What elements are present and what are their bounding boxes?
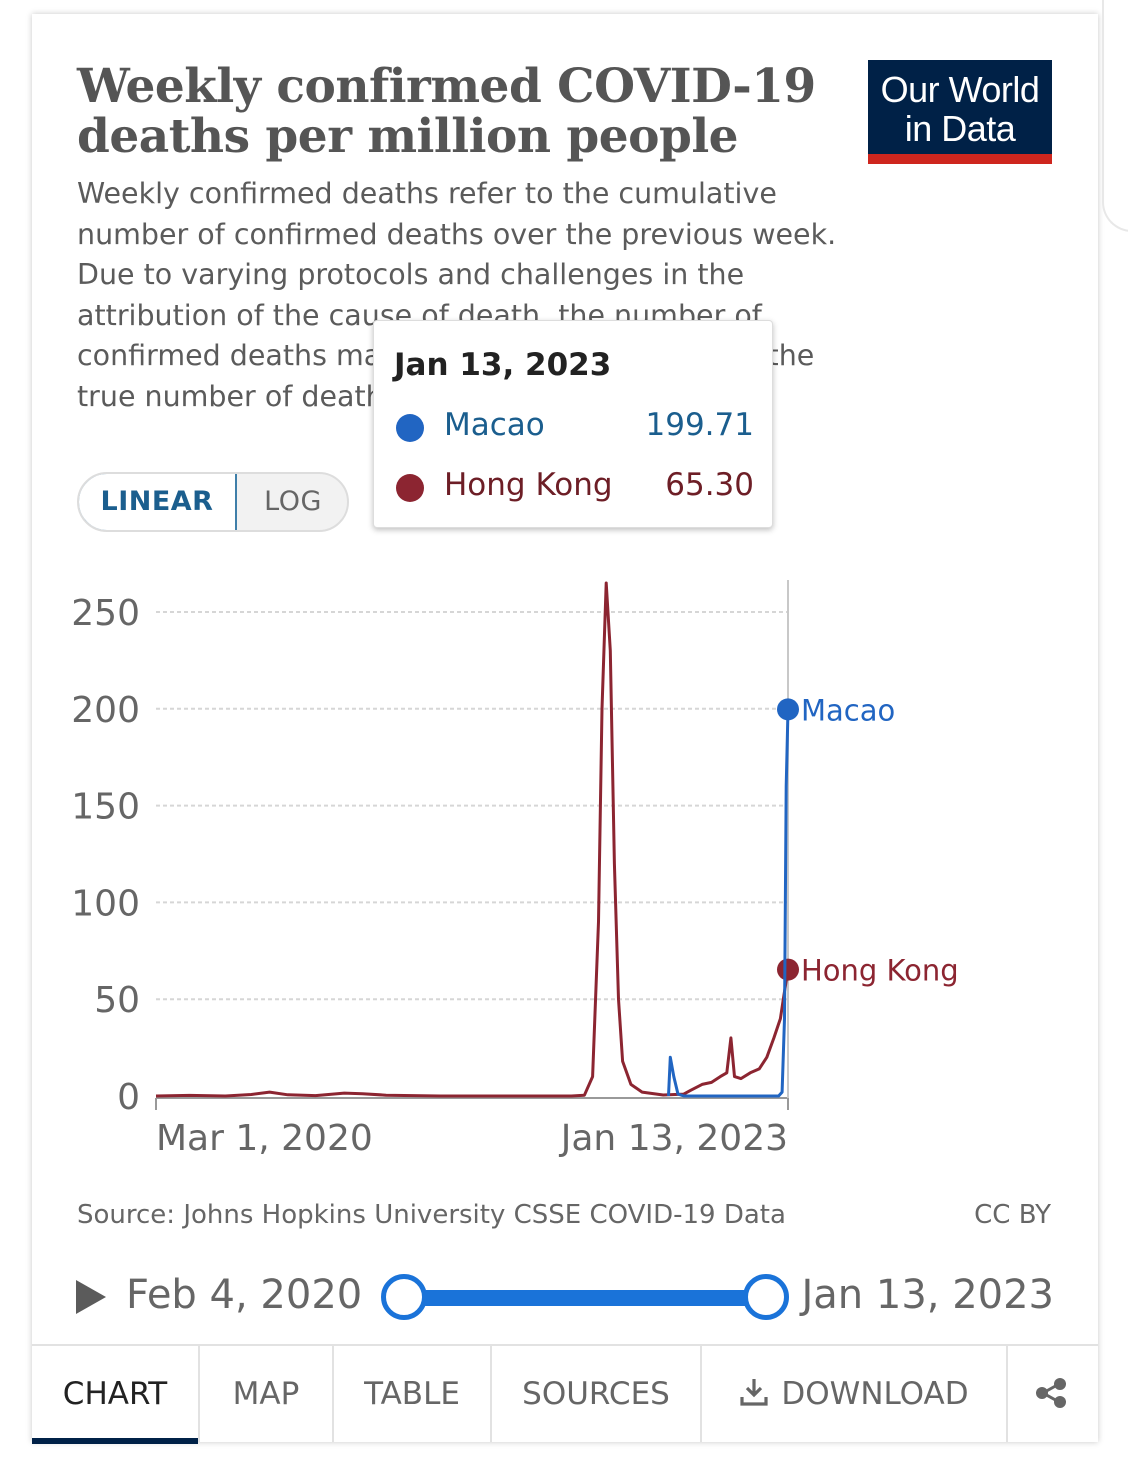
logo-line-1: Our World — [880, 69, 1040, 110]
tooltip-row-macao: Macao 199.71 — [394, 407, 754, 447]
tab-sources[interactable]: SOURCES — [492, 1346, 702, 1442]
tab-map[interactable]: MAP — [200, 1346, 334, 1442]
y-tick-label: 250 — [71, 593, 140, 634]
download-icon — [740, 1379, 768, 1406]
timeline: Feb 4, 2020 Jan 13, 2023 — [0, 1262, 1128, 1332]
macao-end-point — [777, 698, 799, 721]
hover-tooltip: Jan 13, 2023 Macao 199.71 Hong Kong 65.3… — [373, 320, 773, 528]
source-note: Source: Johns Hopkins University CSSE CO… — [77, 1200, 786, 1230]
logo-red-bar — [868, 154, 1052, 164]
series-lines — [155, 581, 799, 1098]
play-icon[interactable] — [76, 1280, 106, 1314]
tab-table[interactable]: TABLE — [334, 1346, 492, 1442]
log-scale-button[interactable]: LOG — [264, 486, 322, 517]
y-tick-label: 50 — [94, 980, 140, 1021]
tooltip-series-name: Hong Kong — [444, 467, 613, 503]
owid-logo[interactable]: Our World in Data — [868, 60, 1052, 164]
tab-download[interactable]: DOWNLOAD — [702, 1346, 1008, 1442]
macao-line — [667, 709, 790, 1098]
x-tick-label: Mar 1, 2020 — [156, 1118, 373, 1159]
timeline-end-date: Jan 13, 2023 — [801, 1272, 1055, 1318]
linear-scale-button[interactable]: LINEAR — [79, 474, 237, 530]
line-chart[interactable]: 0 50 100 150 200 250 Mar 1, 2020 Jan 13, 2023 … — [0, 0, 1128, 1180]
gridlines — [156, 611, 788, 1001]
series-end-labels: Hong Kong Macao — [801, 693, 959, 987]
chart-title: Weekly confirmed COVID-19 deaths per mil… — [77, 59, 816, 164]
hong-kong-end-point — [777, 958, 799, 981]
x-axis: Mar 1, 2020 Jan 13, 2023 — [155, 580, 789, 1159]
license-link[interactable]: CC BY — [974, 1200, 1051, 1230]
hong-kong-color-dot — [396, 474, 424, 502]
tab-chart[interactable]: CHART — [32, 1346, 200, 1444]
macao-color-dot — [396, 414, 424, 442]
bottom-tab-bar: CHART MAP TABLE SOURCES DOWNLOAD — [32, 1344, 1098, 1444]
tab-share[interactable] — [1008, 1346, 1094, 1442]
y-axis-ticks: 0 50 100 150 200 250 — [71, 593, 140, 1118]
hong-kong-end-label: Hong Kong — [801, 954, 959, 988]
timeline-start-date: Feb 4, 2020 — [126, 1272, 363, 1318]
timeline-end-handle[interactable] — [743, 1274, 789, 1320]
y-tick-label: 100 — [71, 883, 140, 924]
download-label: DOWNLOAD — [781, 1376, 969, 1412]
chart-card — [32, 14, 1098, 1442]
tooltip-series-value: 65.30 — [665, 467, 754, 503]
y-tick-label: 200 — [71, 690, 140, 731]
y-tick-label: 0 — [117, 1077, 140, 1118]
hong-kong-line — [155, 581, 790, 1098]
tooltip-date: Jan 13, 2023 — [394, 347, 612, 383]
scale-toggle: LINEAR LOG — [77, 472, 349, 532]
share-icon — [1036, 1378, 1066, 1408]
tooltip-row-hong-kong: Hong Kong 65.30 — [394, 467, 754, 507]
timeline-start-handle[interactable] — [381, 1274, 427, 1320]
y-tick-label: 150 — [71, 787, 140, 828]
x-tick-label: Jan 13, 2023 — [559, 1118, 788, 1159]
timeline-track[interactable] — [404, 1290, 766, 1306]
tooltip-series-value: 199.71 — [645, 407, 754, 443]
logo-line-2: in Data — [904, 108, 1016, 149]
tooltip-series-name: Macao — [444, 407, 545, 443]
macao-end-label: Macao — [801, 693, 895, 727]
